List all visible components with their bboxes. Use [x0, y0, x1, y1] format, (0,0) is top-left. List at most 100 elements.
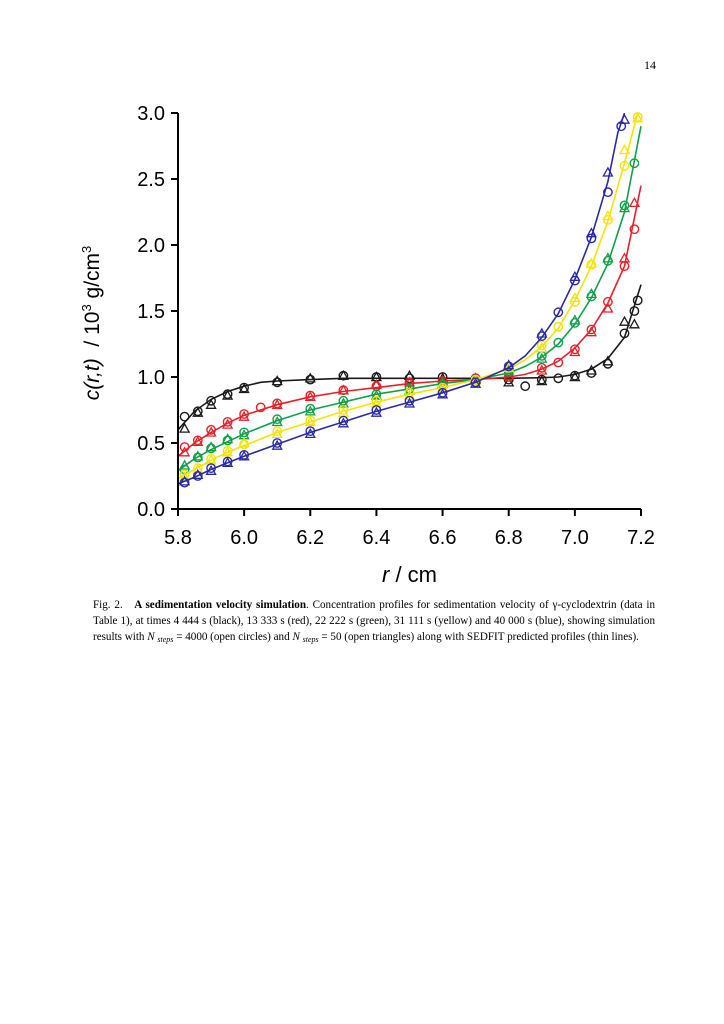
x-tick-label: 5.8 — [164, 527, 192, 549]
data-point-triangle — [536, 375, 548, 386]
data-point-circle — [570, 344, 580, 355]
data-point-circle — [305, 426, 316, 436]
data-point-triangle — [602, 252, 614, 263]
x-tick-label: 7.0 — [561, 527, 589, 549]
data-point-circle — [222, 435, 233, 446]
data-point-circle — [632, 295, 643, 306]
x-tick-label: 6.8 — [495, 527, 523, 549]
data-point-circle — [338, 405, 349, 415]
data-point-triangle — [403, 397, 416, 408]
data-point-circle — [272, 377, 283, 388]
data-point-circle — [255, 402, 266, 413]
data-point-circle — [603, 296, 613, 307]
x-tick-label: 6.4 — [363, 527, 391, 549]
data-point-triangle — [271, 439, 283, 450]
data-point-circle — [206, 443, 217, 454]
y-tick-label: 1.0 — [137, 367, 165, 389]
x-tick-label: 6.6 — [429, 527, 457, 549]
x-tick-label: 6.0 — [230, 527, 258, 549]
y-tick-label: 0.5 — [137, 433, 165, 455]
data-point-triangle — [221, 389, 234, 400]
data-point-triangle — [618, 113, 631, 124]
data-point-circle — [206, 463, 217, 473]
data-point-triangle — [221, 418, 234, 429]
data-point-circle — [619, 160, 630, 171]
data-point-triangle — [602, 166, 614, 177]
chart-marks — [177, 112, 644, 488]
y-axis-title-unit: / 10 — [81, 311, 104, 347]
data-point-circle — [222, 416, 233, 427]
data-point-triangle — [271, 427, 283, 439]
figure: 5.8 6.0 6.2 6.4 6.6 6.8 7.0 7.2 0.0 0.5 1.0 1.5 2.0 2… — [79, 103, 655, 587]
chart-axes: 5.8 6.0 6.2 6.4 6.6 6.8 7.0 7.2 0.0 0.5 1.0 1.5 2.0 2… — [137, 103, 655, 587]
data-point-triangle — [618, 315, 631, 326]
data-point-circle — [179, 477, 190, 488]
data-point-circle — [404, 395, 415, 406]
data-point-triangle — [618, 144, 631, 155]
data-point-triangle — [304, 390, 316, 402]
data-point-triangle — [503, 359, 515, 370]
data-point-circle — [553, 373, 564, 384]
data-point-triangle — [370, 406, 383, 417]
data-point-triangle — [221, 433, 234, 444]
data-point-triangle — [569, 291, 581, 303]
y-tick-label: 2.5 — [137, 169, 165, 191]
data-point-circle — [619, 328, 630, 339]
data-point-circle — [305, 403, 316, 414]
data-point-triangle — [628, 318, 641, 329]
data-point-circle — [553, 307, 564, 318]
data-point-triangle — [337, 369, 350, 380]
data-point-triangle — [602, 355, 614, 366]
data-point-triangle — [503, 361, 515, 373]
data-point-circle — [179, 411, 190, 422]
x-tick-label: 6.2 — [296, 527, 324, 549]
data-point-triangle — [192, 463, 204, 474]
data-point-circle — [629, 158, 640, 169]
data-point-circle — [192, 471, 203, 481]
data-point-triangle — [238, 437, 250, 448]
data-point-triangle — [585, 287, 598, 299]
data-point-circle — [553, 321, 564, 332]
data-point-circle — [629, 306, 640, 316]
data-point-circle — [206, 395, 217, 406]
data-point-triangle — [238, 410, 250, 421]
data-point-triangle — [238, 450, 250, 461]
data-point-triangle — [503, 376, 515, 387]
data-point-triangle — [536, 327, 548, 338]
data-point-triangle — [221, 446, 234, 457]
data-point-circle — [520, 381, 531, 392]
data-point-triangle — [192, 468, 204, 479]
data-point-circle — [338, 415, 349, 426]
data-point-circle — [272, 426, 283, 436]
series-0 — [177, 284, 643, 433]
data-point-circle — [179, 442, 190, 452]
data-point-triangle — [205, 464, 217, 475]
data-point-triangle — [618, 252, 631, 263]
data-point-triangle — [304, 427, 316, 439]
series-line — [177, 112, 639, 480]
y-tick-label: 1.5 — [137, 301, 165, 323]
data-point-triangle — [403, 369, 416, 380]
data-point-triangle — [337, 417, 350, 428]
data-point-circle — [629, 224, 640, 235]
data-point-circle — [272, 438, 283, 448]
y-axis-title-exponent: 3 — [79, 304, 94, 312]
data-point-circle — [239, 439, 250, 450]
caption-label: Fig. 2. — [93, 599, 123, 611]
data-point-circle — [371, 395, 382, 406]
data-point-triangle — [304, 372, 316, 383]
data-point-circle — [239, 409, 250, 419]
data-point-triangle — [238, 383, 250, 394]
data-point-triangle — [436, 388, 449, 399]
data-point-triangle — [221, 456, 234, 468]
data-point-circle — [338, 395, 349, 406]
data-point-circle — [553, 357, 564, 368]
caption-title: A sedimentation velocity simulation — [134, 599, 306, 611]
data-point-triangle — [304, 405, 316, 416]
data-point-triangle — [469, 377, 482, 388]
data-point-circle — [586, 259, 597, 270]
data-point-triangle — [569, 346, 581, 357]
y-tick-label: 0.0 — [137, 499, 165, 521]
data-point-triangle — [602, 210, 614, 221]
data-point-triangle — [569, 270, 581, 281]
